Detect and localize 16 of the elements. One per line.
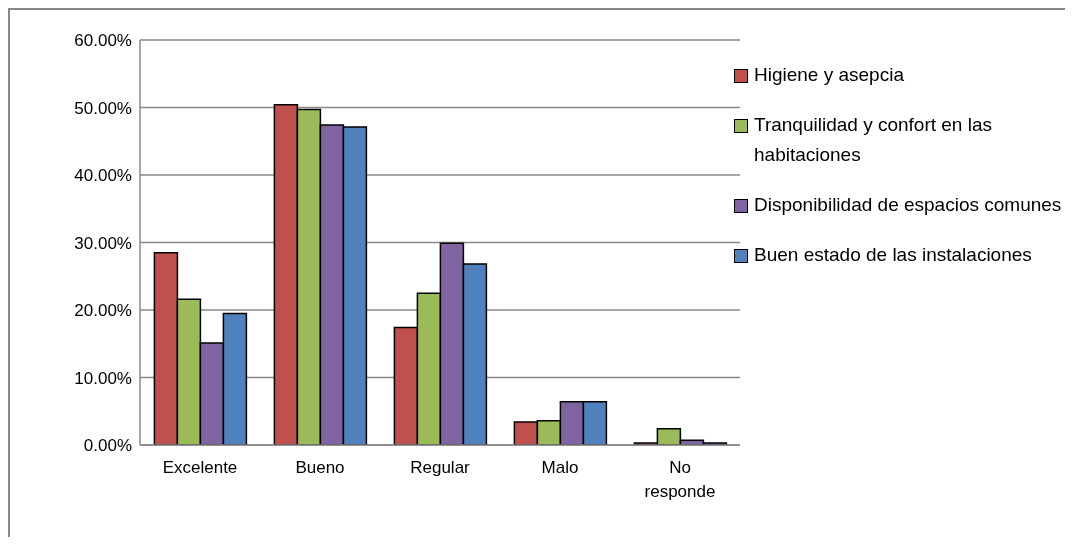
legend-label: Buen estado de las instalaciones (754, 243, 1032, 267)
y-tick-label: 40.00% (74, 166, 132, 186)
y-tick-label: 60.00% (74, 31, 132, 51)
legend-label: Tranquilidad y confort en las habitaciones (754, 113, 993, 167)
legend-label: Disponibilidad de espacios comunes (754, 193, 1062, 217)
y-tick-label: 20.00% (74, 301, 132, 321)
y-tick-label: 30.00% (74, 233, 132, 253)
x-tick-label: Bueno (295, 458, 345, 477)
x-tick-label: Regular (410, 458, 471, 477)
y-tick-label: 0.00% (83, 436, 132, 456)
x-tick-label: Malo (541, 458, 579, 477)
x-tick-label: No responde (644, 458, 716, 501)
y-tick-label: 10.00% (74, 368, 132, 388)
legend-label: Higiene y asepcia (754, 63, 904, 87)
x-tick-label: Excelente (162, 458, 238, 477)
y-tick-label: 50.00% (74, 98, 132, 118)
